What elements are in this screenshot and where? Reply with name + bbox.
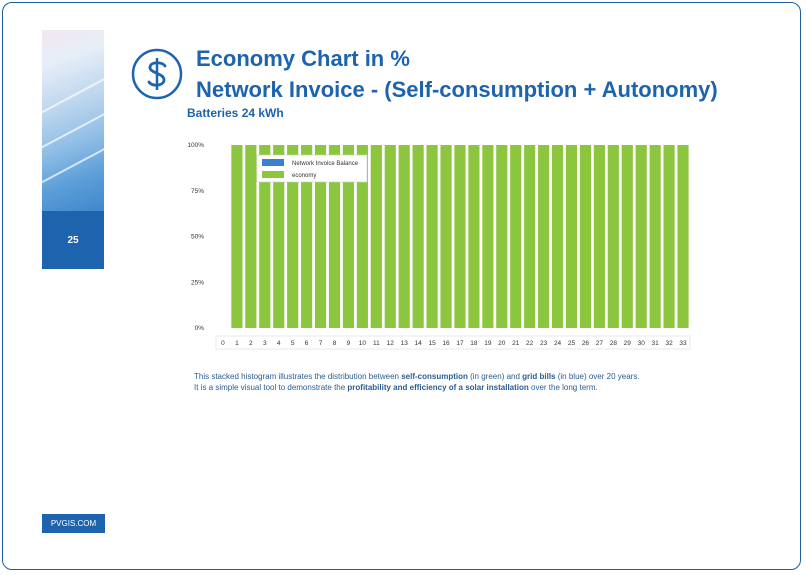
x-tick-label: 18 bbox=[470, 340, 478, 347]
bar-economy bbox=[384, 145, 396, 328]
economy-chart: 0%25%50%75%100%0 1 2 3 4 5 6 7 8 9 10 11 12 13 14 15 16 1… bbox=[187, 142, 691, 350]
brand-badge: PVGIS.COM bbox=[42, 514, 105, 533]
chart-caption: This stacked histogram illustrates the d… bbox=[194, 371, 640, 393]
legend-swatch bbox=[262, 171, 284, 178]
bar-economy bbox=[538, 145, 550, 328]
x-tick-label: 15 bbox=[428, 340, 436, 347]
page-subtitle: Batteries 24 kWh bbox=[187, 106, 284, 120]
bar-economy bbox=[482, 145, 494, 328]
bar-economy bbox=[677, 145, 689, 328]
x-tick-label: 24 bbox=[554, 340, 562, 347]
page-title: Economy Chart in % bbox=[196, 46, 410, 71]
x-tick-label: 19 bbox=[484, 340, 492, 347]
x-tick-label: 33 bbox=[679, 340, 687, 347]
x-tick-label: 3 bbox=[263, 340, 267, 347]
bar-economy bbox=[524, 145, 536, 328]
page-frame bbox=[2, 2, 801, 570]
x-tick-label: 17 bbox=[456, 340, 464, 347]
x-tick-label: 23 bbox=[540, 340, 548, 347]
bar-economy bbox=[593, 145, 605, 328]
caption-line-1-run-1: self-consumption bbox=[401, 372, 468, 381]
x-tick-label: 6 bbox=[305, 340, 309, 347]
x-tick-label: 10 bbox=[359, 340, 367, 347]
x-axis-band bbox=[215, 335, 691, 350]
y-tick-label: 50% bbox=[191, 234, 204, 241]
bar-economy bbox=[273, 145, 285, 328]
x-tick-label: 28 bbox=[610, 340, 618, 347]
x-tick-label: 12 bbox=[387, 340, 395, 347]
x-tick-label: 11 bbox=[373, 340, 380, 347]
bar-economy bbox=[440, 145, 452, 328]
legend-swatch bbox=[262, 159, 284, 166]
bar-economy bbox=[259, 145, 271, 328]
bar-economy bbox=[607, 145, 619, 328]
bar-economy bbox=[454, 145, 466, 328]
caption-line-2-run-0: It is a simple visual tool to demonstrat… bbox=[194, 383, 348, 392]
caption-line-1-run-2: (in green) and bbox=[467, 372, 523, 381]
bar-economy bbox=[468, 145, 480, 328]
caption-line-2-run-1: profitability and efficiency of a solar … bbox=[347, 383, 529, 392]
x-tick-label: 20 bbox=[498, 340, 506, 347]
x-tick-label: 1 bbox=[235, 340, 239, 347]
bar-economy bbox=[649, 145, 661, 328]
x-tick-label: 21 bbox=[512, 340, 520, 347]
x-tick-label: 29 bbox=[624, 340, 632, 347]
bar-economy bbox=[328, 145, 341, 328]
bar-economy bbox=[342, 145, 355, 328]
x-tick-label: 5 bbox=[291, 340, 295, 347]
bar-economy bbox=[663, 145, 675, 328]
x-tick-label: 27 bbox=[596, 340, 604, 347]
bar-economy bbox=[231, 145, 243, 328]
bar-economy bbox=[301, 145, 313, 328]
bar-economy bbox=[287, 145, 299, 328]
side-decorative-image bbox=[42, 30, 104, 211]
x-tick-label: 13 bbox=[401, 340, 409, 347]
bar-economy bbox=[314, 145, 327, 328]
x-tick-label: 25 bbox=[568, 340, 576, 347]
y-tick-label: 0% bbox=[195, 325, 205, 332]
x-tick-label: 0 bbox=[221, 340, 225, 347]
caption-line-1: This stacked histogram illustrates the d… bbox=[194, 371, 640, 382]
bar-economy bbox=[496, 145, 508, 328]
y-tick-label: 75% bbox=[191, 188, 204, 195]
caption-line-1-run-4: (in blue) over 20 years. bbox=[555, 372, 640, 381]
x-tick-label: 9 bbox=[347, 340, 351, 347]
x-tick-label: 8 bbox=[333, 340, 337, 347]
caption-line-1-run-0: This stacked histogram illustrates the d… bbox=[194, 372, 402, 381]
x-tick-label: 16 bbox=[442, 340, 450, 347]
y-tick-label: 100% bbox=[187, 142, 204, 149]
legend-label: economy bbox=[292, 173, 316, 179]
x-tick-label: 30 bbox=[638, 340, 646, 347]
x-tick-label: 26 bbox=[582, 340, 590, 347]
x-tick-label: 4 bbox=[277, 340, 281, 347]
dollar-icon bbox=[131, 48, 183, 100]
bar-economy bbox=[412, 145, 424, 328]
legend-label: Network Invoice Balance bbox=[292, 161, 359, 167]
bar-economy bbox=[370, 145, 382, 328]
x-tick-label: 7 bbox=[319, 340, 323, 347]
bar-economy bbox=[510, 145, 522, 328]
caption-line-2: It is a simple visual tool to demonstrat… bbox=[194, 382, 640, 393]
caption-line-1-run-3: grid bills bbox=[522, 372, 556, 381]
x-tick-label: 22 bbox=[526, 340, 534, 347]
bar-economy bbox=[579, 145, 592, 328]
bar-economy bbox=[621, 145, 633, 328]
bar-economy bbox=[635, 145, 647, 328]
bar-economy bbox=[551, 145, 564, 328]
x-tick-label: 31 bbox=[652, 340, 660, 347]
bar-economy bbox=[398, 145, 410, 328]
page-title-line2: Network Invoice - (Self-consumption + Au… bbox=[196, 77, 718, 102]
x-tick-label: 2 bbox=[249, 340, 253, 347]
bar-economy bbox=[426, 145, 438, 328]
caption-line-2-run-2: over the long term. bbox=[528, 383, 598, 392]
bar-economy bbox=[245, 145, 257, 328]
page-number: 25 bbox=[42, 211, 104, 269]
x-tick-label: 14 bbox=[415, 340, 423, 347]
bar-economy bbox=[565, 145, 578, 328]
bar-economy bbox=[356, 145, 368, 328]
x-tick-label: 32 bbox=[665, 340, 673, 347]
y-tick-label: 25% bbox=[191, 279, 204, 286]
